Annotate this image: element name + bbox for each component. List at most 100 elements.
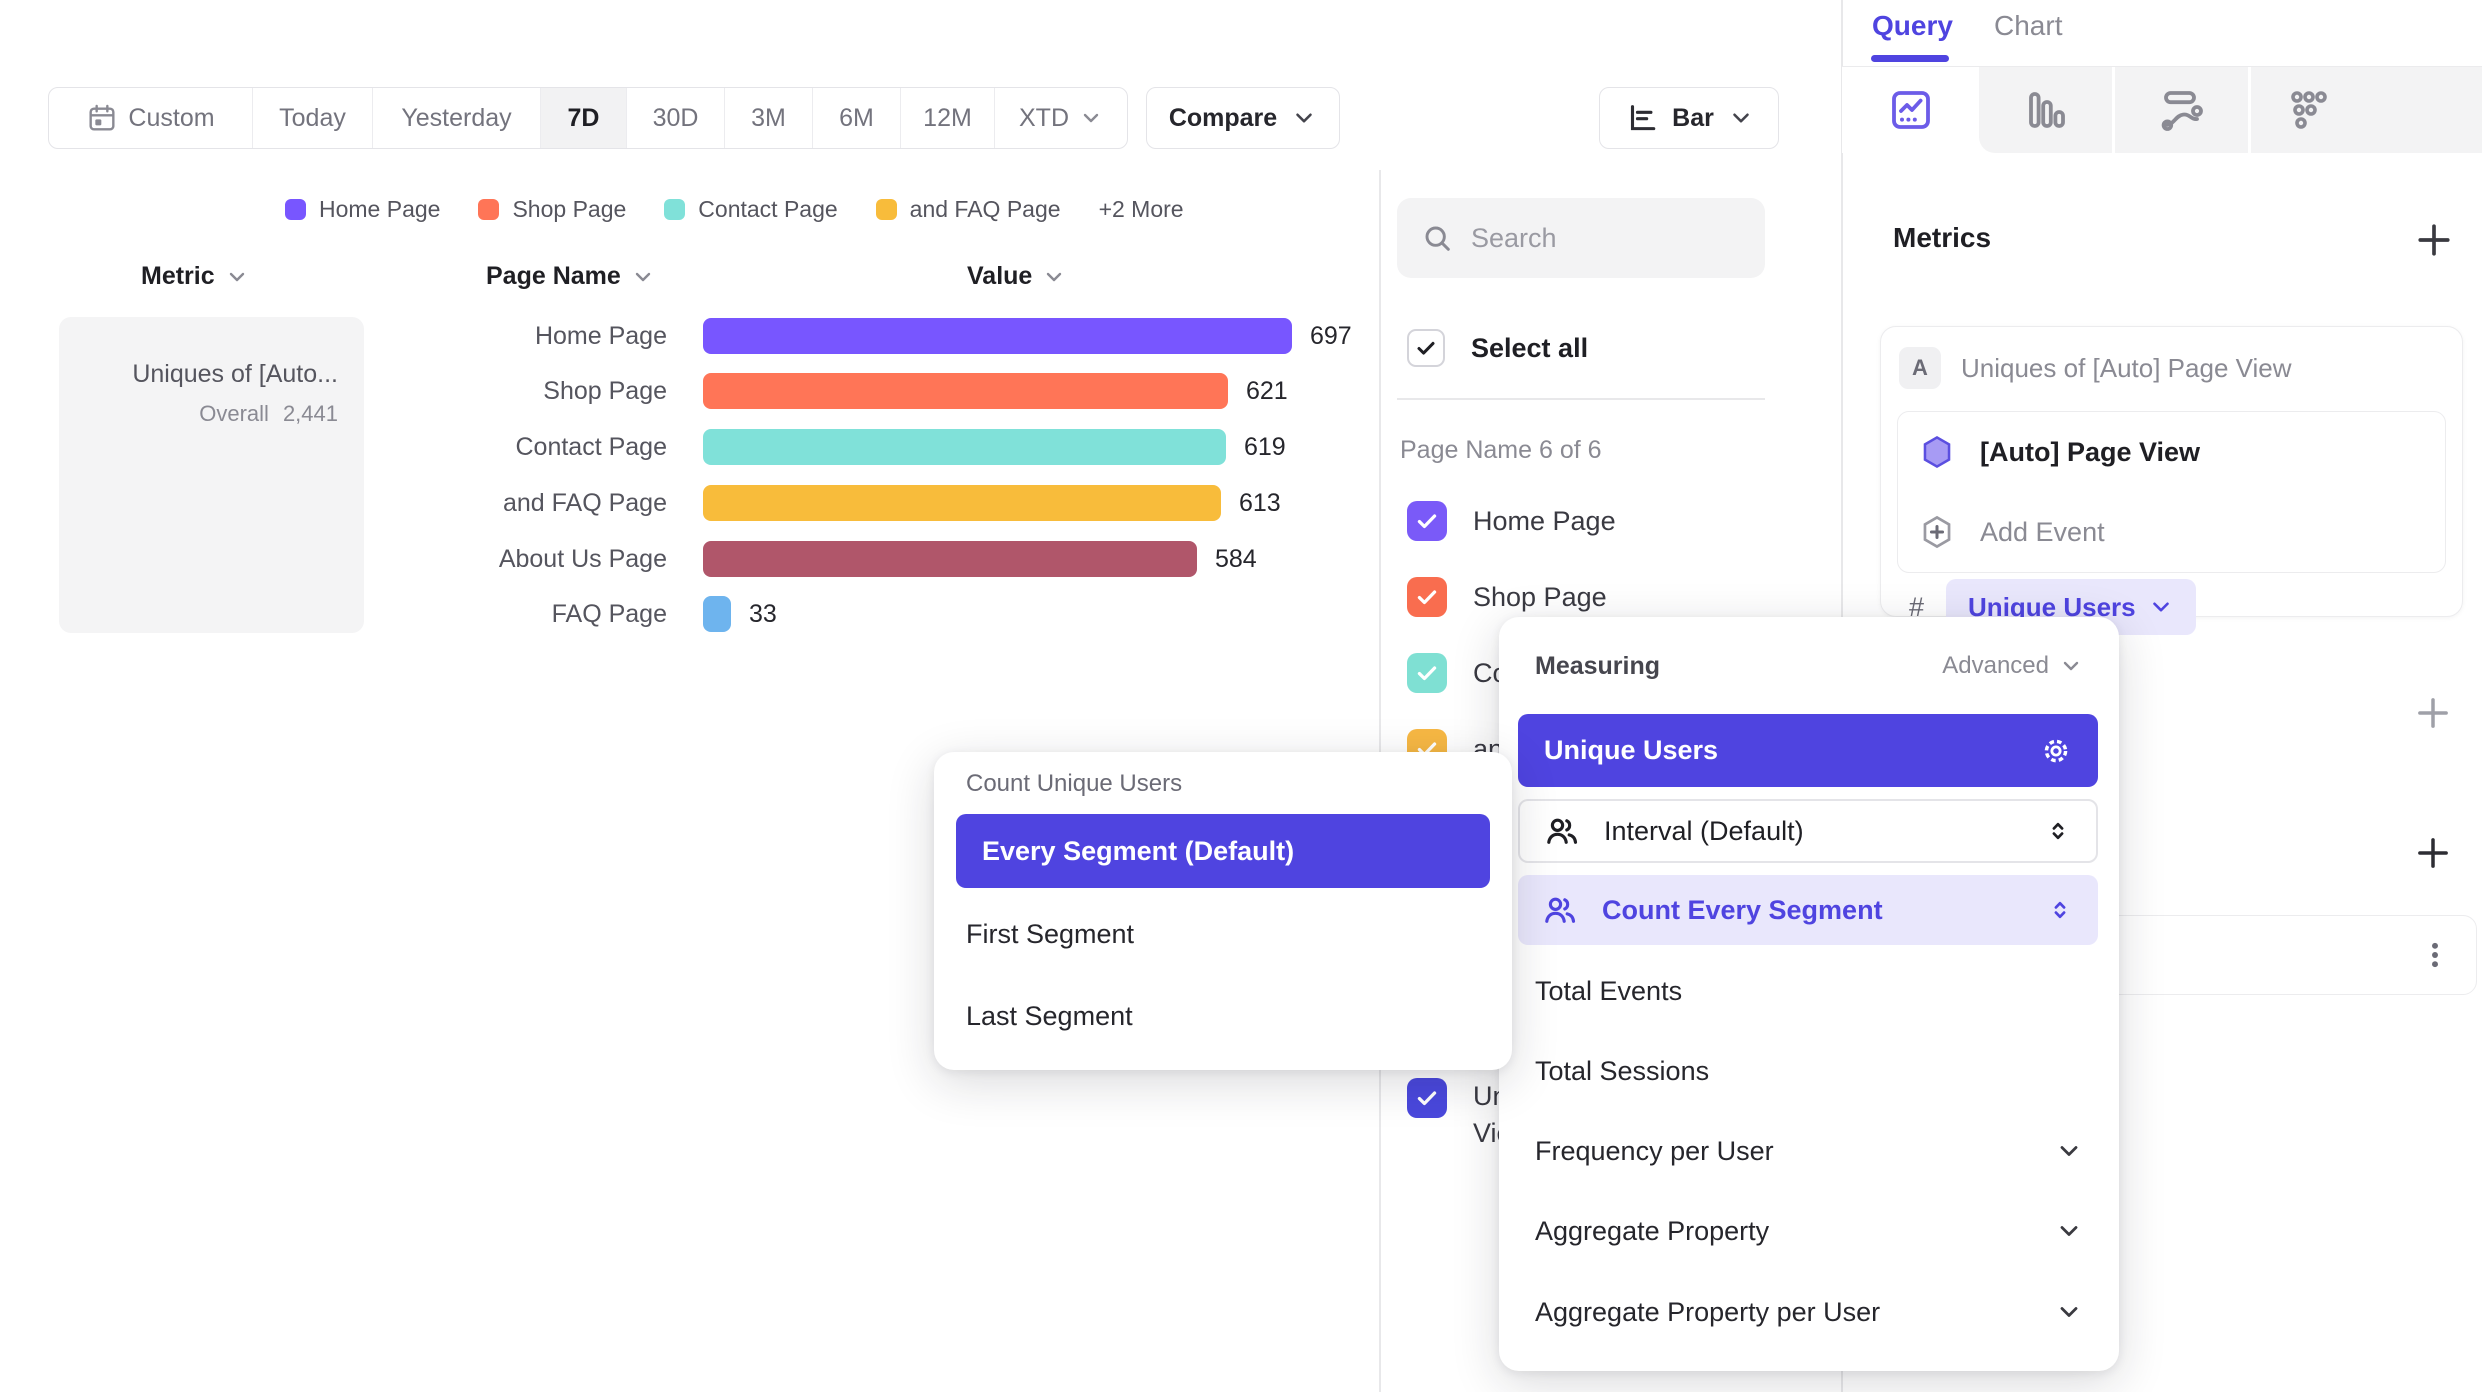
- event-hexagon-icon: [1923, 436, 1951, 468]
- date-range-3m[interactable]: 3M: [725, 88, 813, 148]
- kebab-menu-icon[interactable]: [2418, 938, 2452, 972]
- count-mode-selector[interactable]: Count Every Segment: [1518, 875, 2098, 945]
- metric-card[interactable]: A Uniques of [Auto] Page View [Auto] Pag…: [1880, 326, 2463, 635]
- interval-selector[interactable]: Interval (Default): [1518, 799, 2098, 863]
- add-breakdown-button[interactable]: [2412, 832, 2454, 874]
- table-row[interactable]: Contact Page 619: [0, 429, 1286, 465]
- chevron-down-icon: [2148, 594, 2174, 620]
- popup-title: Count Unique Users: [966, 770, 1183, 797]
- calendar-icon: [86, 102, 118, 134]
- chevron-down-icon: [2055, 1137, 2083, 1165]
- checkbox-checked[interactable]: [1407, 577, 1447, 617]
- view-tab-retention[interactable]: [2251, 67, 2482, 153]
- table-row[interactable]: and FAQ Page 613: [0, 485, 1281, 521]
- chevron-down-icon: [225, 265, 249, 289]
- search-input[interactable]: [1471, 222, 1741, 254]
- measuring-option-aggregate-property-per-user[interactable]: Aggregate Property per User: [1535, 1292, 2083, 1332]
- users-icon: [1545, 897, 1576, 923]
- date-range-30d[interactable]: 30D: [627, 88, 725, 148]
- chevron-down-icon: [1042, 265, 1066, 289]
- dots-grid-icon: [2291, 91, 2327, 129]
- view-tab-flows[interactable]: [2115, 67, 2248, 153]
- table-row[interactable]: Shop Page 621: [0, 373, 1288, 409]
- segment-group-label: Page Name 6 of 6: [1400, 436, 1602, 464]
- chevron-down-icon: [631, 265, 655, 289]
- legend-swatch: [478, 199, 500, 220]
- measuring-option-total-events[interactable]: Total Events: [1535, 975, 1683, 1006]
- date-range-today[interactable]: Today: [253, 88, 373, 148]
- view-tab-funnels[interactable]: [1979, 67, 2112, 153]
- table-row[interactable]: FAQ Page 33: [0, 596, 777, 632]
- date-range-12m[interactable]: 12M: [901, 88, 995, 148]
- hexagon-plus-icon: [1923, 515, 1951, 549]
- flow-stream-icon: [2161, 91, 2203, 131]
- advanced-dropdown[interactable]: Advanced: [1942, 652, 2083, 680]
- insights-chart-icon: [1891, 91, 1930, 129]
- event-row[interactable]: [Auto] Page View: [1918, 430, 2200, 474]
- bar-segment[interactable]: [703, 541, 1197, 577]
- bar-segment[interactable]: [703, 318, 1292, 354]
- checkbox-checked[interactable]: [1407, 501, 1447, 541]
- column-header-value[interactable]: Value: [967, 262, 1066, 291]
- compare-button[interactable]: Compare: [1146, 87, 1340, 149]
- date-range-6m[interactable]: 6M: [813, 88, 901, 148]
- date-range-xtd[interactable]: XTD: [995, 88, 1127, 148]
- chart-type-button[interactable]: Bar: [1599, 87, 1779, 149]
- tab-chart[interactable]: Chart: [1994, 10, 2063, 41]
- date-range-7d-selected[interactable]: 7D: [541, 88, 627, 148]
- metric-cell-overall: Overall 2,441: [199, 401, 338, 426]
- chevron-down-icon: [1728, 105, 1754, 131]
- metric-series-checkbox-row[interactable]: Uni Vie: [1407, 1078, 1514, 1152]
- segment-search-field[interactable]: [1397, 198, 1765, 278]
- metric-card-title: Uniques of [Auto] Page View: [1961, 352, 2292, 383]
- metric-cell-title: Uniques of [Auto...: [132, 360, 338, 388]
- date-range-yesterday[interactable]: Yesterday: [373, 88, 541, 148]
- legend-item[interactable]: Home Page: [285, 196, 440, 223]
- column-header-metric[interactable]: Metric: [141, 262, 249, 291]
- measuring-option-aggregate-property[interactable]: Aggregate Property: [1535, 1211, 2083, 1251]
- metric-cell[interactable]: Uniques of [Auto... Overall 2,441: [59, 317, 364, 633]
- checkbox-checked[interactable]: [1407, 1078, 1447, 1118]
- segment-checkbox-row[interactable]: Home Page: [1407, 501, 1616, 541]
- segment-option-last-segment[interactable]: Last Segment: [966, 1000, 1133, 1031]
- bar-segment[interactable]: [703, 429, 1226, 465]
- segment-option-every-segment-selected[interactable]: Every Segment (Default): [956, 814, 1490, 888]
- gear-icon[interactable]: [2040, 735, 2072, 767]
- legend-item[interactable]: and FAQ Page: [875, 196, 1061, 223]
- add-metric-button[interactable]: [2412, 218, 2456, 262]
- chevron-down-icon: [2055, 1298, 2083, 1326]
- date-range-custom[interactable]: Custom: [49, 88, 253, 148]
- chevron-down-icon: [1079, 106, 1103, 130]
- add-event-row[interactable]: Add Event: [1918, 510, 2105, 554]
- tab-query[interactable]: Query: [1872, 10, 1953, 41]
- count-unique-users-popup: Count Unique Users Every Segment (Defaul…: [934, 752, 1512, 1070]
- select-all-checkbox[interactable]: [1407, 329, 1445, 367]
- measuring-option-total-sessions[interactable]: Total Sessions: [1535, 1055, 1710, 1086]
- measuring-popup: Measuring Advanced Unique Users Interval…: [1499, 617, 2119, 1371]
- measuring-option-unique-users-selected[interactable]: Unique Users: [1518, 714, 2098, 787]
- view-tab-insights-selected[interactable]: [1842, 67, 1979, 153]
- legend-swatch: [285, 199, 306, 220]
- segment-checkbox-row[interactable]: Shop Page: [1407, 577, 1607, 617]
- select-all-row[interactable]: Select all: [1407, 329, 1588, 367]
- legend-swatch: [875, 199, 897, 220]
- legend-item[interactable]: Contact Page: [664, 196, 838, 223]
- segment-option-first-segment[interactable]: First Segment: [966, 918, 1135, 949]
- search-icon: [1425, 226, 1450, 251]
- checkbox-checked[interactable]: [1407, 653, 1447, 693]
- table-row[interactable]: About Us Page 584: [0, 541, 1257, 577]
- legend-more-link[interactable]: +2 More: [1098, 196, 1184, 222]
- date-range-segmented-control: Custom Today Yesterday 7D 30D 3M 6M 12M …: [48, 87, 1128, 149]
- add-filter-button[interactable]: [2412, 692, 2454, 734]
- divider: [1397, 398, 1765, 400]
- column-chart-icon: [2028, 92, 2065, 128]
- users-icon: [1547, 818, 1578, 844]
- bar-segment[interactable]: [703, 596, 731, 632]
- event-selector-card: [Auto] Page View Add Event: [1897, 411, 2446, 573]
- table-row[interactable]: Home Page 697: [0, 318, 1352, 354]
- bar-segment[interactable]: [703, 485, 1221, 521]
- measuring-option-frequency-per-user[interactable]: Frequency per User: [1535, 1131, 2083, 1171]
- legend-item[interactable]: Shop Page: [478, 196, 626, 223]
- bar-segment[interactable]: [703, 373, 1228, 409]
- column-header-page-name[interactable]: Page Name: [486, 262, 655, 291]
